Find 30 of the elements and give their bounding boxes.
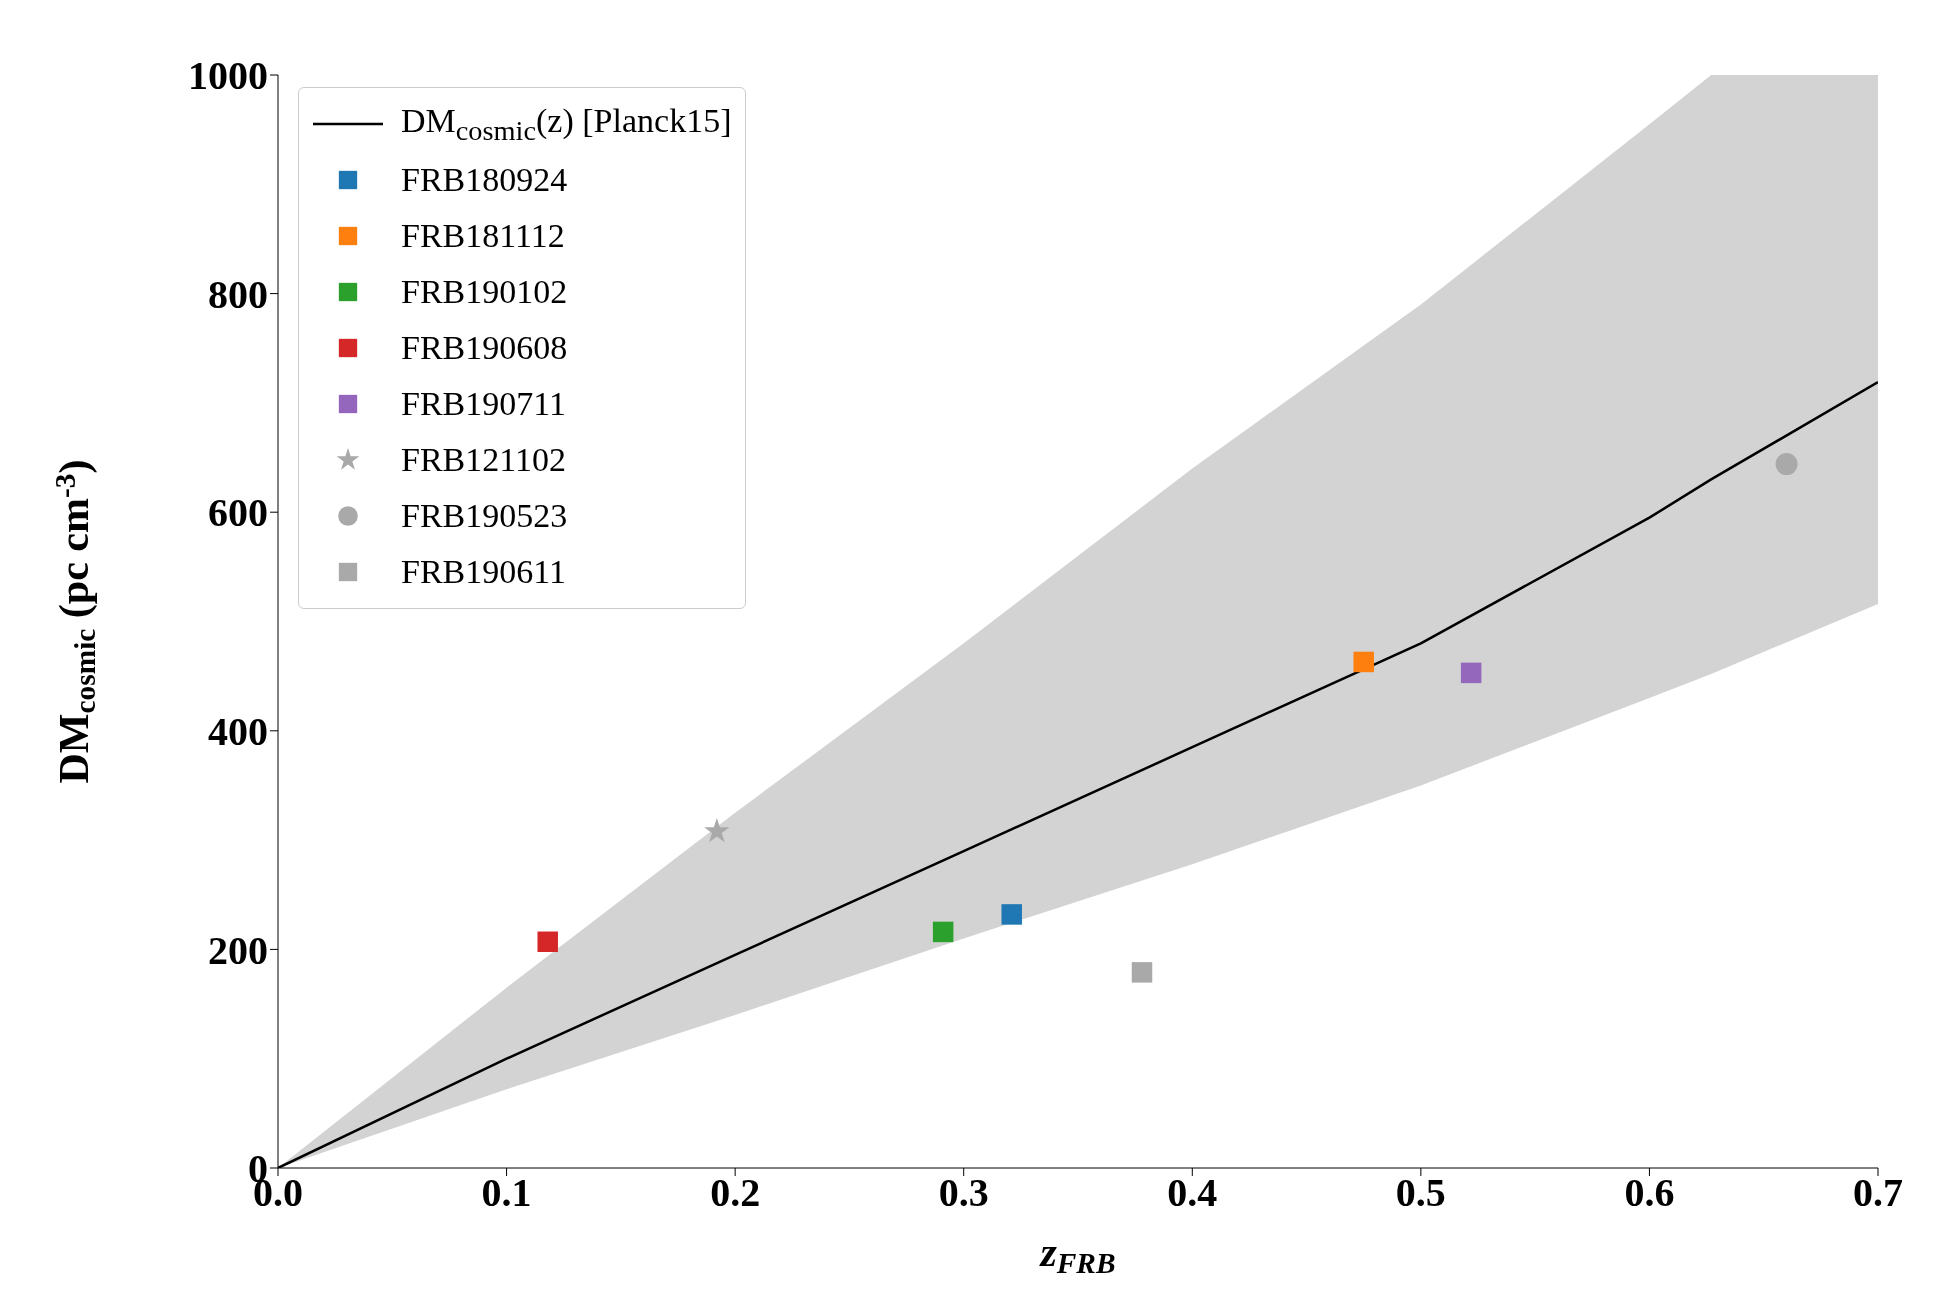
point [1131, 962, 1153, 983]
legend-label: FRB190711 [401, 385, 567, 423]
legend-label: DM$_{cosmic}$(z) [Planck15] [401, 101, 732, 147]
x-tick-label: 0.5 [1395, 1170, 1446, 1216]
legend-label: FRB121102 [401, 441, 567, 479]
point [1001, 904, 1022, 925]
x-tick-label: 0.2 [710, 1170, 761, 1216]
point [704, 818, 730, 843]
point [1353, 651, 1374, 673]
y-tick-label: 400 [208, 709, 268, 754]
legend-label: FRB190523 [401, 497, 568, 535]
point [1775, 453, 1798, 476]
x-tick-label: 0.1 [481, 1170, 532, 1216]
legend-label: FRB190102 [401, 273, 568, 311]
x-tick-label: 0.7 [1853, 1170, 1903, 1216]
x-tick-label: 0.6 [1624, 1170, 1675, 1216]
y-tick-label: 600 [208, 490, 268, 536]
legend-label: FRB181112 [401, 217, 565, 255]
point [1460, 662, 1482, 684]
x-tick-label: 0.4 [1167, 1170, 1218, 1216]
x-tick-label: 0.3 [938, 1170, 989, 1216]
y-tick-label: 1000 [188, 53, 268, 99]
point [537, 931, 558, 952]
y-tick-label: 800 [208, 271, 268, 317]
y-tick-label: 200 [208, 927, 268, 973]
x-axis-title: z$_{FRB}$ [1038, 1229, 1116, 1280]
legend-label: FRB190608 [401, 329, 568, 367]
legend-label: FRB190611 [401, 553, 567, 591]
legend-label: FRB180924 [401, 161, 568, 199]
point [932, 921, 954, 943]
